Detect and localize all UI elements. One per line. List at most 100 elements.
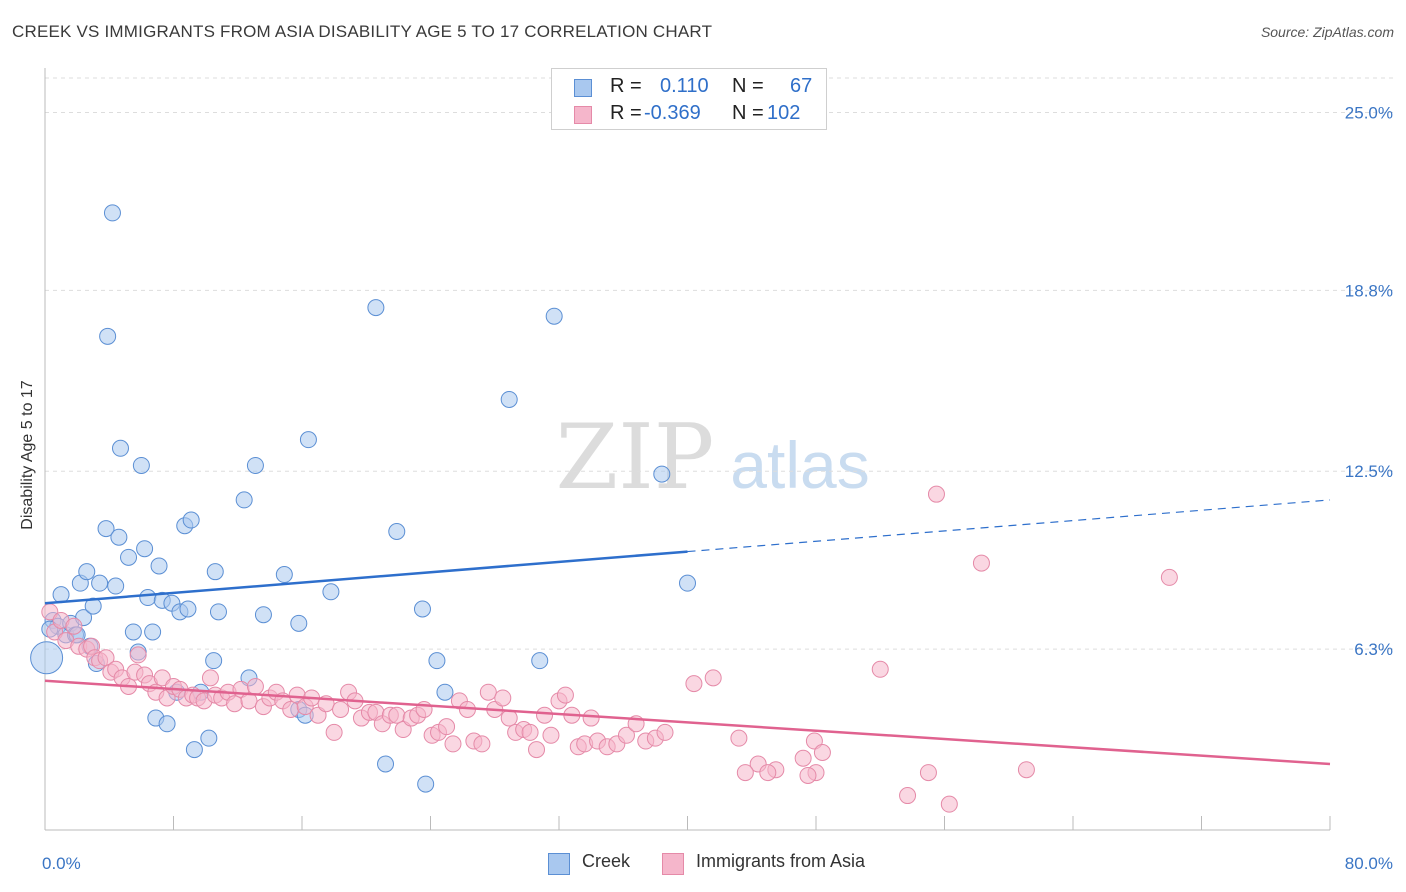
asia-point (730, 729, 748, 747)
asia-point (899, 787, 917, 805)
creek-point (653, 465, 671, 483)
asia-point (927, 485, 945, 503)
x-tick-label: 80.0% (1345, 854, 1393, 873)
asia-n-label: N = (732, 102, 764, 124)
asia-swatch (574, 106, 592, 124)
creek-point (103, 204, 121, 222)
creek-point (209, 603, 227, 621)
creek-point (120, 548, 138, 566)
asia-point (438, 718, 456, 736)
creek-point (367, 299, 385, 317)
asia-point (479, 683, 497, 701)
creek-point (139, 589, 157, 607)
creek-point (185, 741, 203, 759)
creek-point (136, 540, 154, 558)
asia-point (494, 689, 512, 707)
asia-point (444, 735, 462, 753)
asia-point (129, 646, 147, 664)
asia-point (813, 744, 831, 762)
asia-r-value: -0.369 (644, 102, 701, 124)
creek-point (158, 715, 176, 733)
creek-point (182, 511, 200, 529)
asia-trend-line (44, 679, 1331, 766)
watermark-atlas: atlas (730, 428, 869, 502)
asia-point (473, 735, 491, 753)
creek-point (500, 390, 518, 408)
asia-legend-label: Immigrants from Asia (696, 851, 866, 871)
creek-point (531, 652, 549, 670)
asia-point (919, 764, 937, 782)
creek-point (377, 755, 395, 773)
creek-legend-label: Creek (582, 851, 631, 871)
creek-point (246, 456, 264, 474)
creek-n-label: N = (732, 75, 764, 97)
creek-point (179, 600, 197, 618)
creek-legend-swatch (548, 853, 570, 875)
asia-point (940, 795, 958, 813)
creek-point (322, 583, 340, 601)
creek-point (99, 327, 117, 345)
creek-point (413, 600, 431, 618)
creek-swatch (574, 79, 592, 97)
asia-point (528, 741, 546, 759)
asia-point (685, 675, 703, 693)
creek-point (132, 456, 150, 474)
correlation-legend: R = 0.110 N = 67 R = -0.369 N = 102 (551, 68, 827, 130)
creek-point (254, 606, 272, 624)
creek-r-value: 0.110 (660, 75, 709, 97)
asia-point (332, 700, 350, 718)
creek-point (235, 491, 253, 509)
creek-n-value: 67 (790, 75, 813, 97)
creek-point (417, 775, 435, 793)
creek-point (205, 652, 223, 670)
asia-point (542, 726, 560, 744)
source-label: Source: ZipAtlas.com (1260, 24, 1394, 40)
creek-point (428, 652, 446, 670)
asia-point (617, 726, 635, 744)
creek-point (679, 574, 696, 592)
x-tick-label: 0.0% (42, 854, 81, 873)
creek-point (436, 683, 454, 701)
creek-point (275, 566, 293, 584)
asia-point (153, 669, 171, 687)
asia-point (226, 695, 244, 713)
y-tick-label: 6.3% (1354, 640, 1393, 659)
creek-point (107, 577, 125, 595)
asia-point (536, 706, 554, 724)
y-tick-label: 18.8% (1345, 281, 1393, 300)
creek-point (545, 307, 563, 325)
asia-point (799, 766, 817, 784)
asia-point (282, 700, 300, 718)
creek-point (30, 641, 64, 675)
creek-point (110, 528, 128, 546)
asia-point (759, 764, 777, 782)
asia-n-value: 102 (767, 102, 801, 124)
creek-point (52, 586, 70, 604)
asia-point (972, 554, 990, 572)
creek-point (206, 563, 224, 581)
creek-point (97, 520, 115, 538)
asia-point (656, 723, 674, 741)
asia-point (1160, 568, 1178, 586)
creek-point (91, 574, 109, 592)
creek-r-label: R = (610, 75, 642, 97)
asia-point (556, 686, 574, 704)
creek-point (144, 623, 162, 641)
y-tick-label: 12.5% (1345, 462, 1393, 481)
asia-point (582, 709, 600, 727)
creek-point (299, 431, 317, 449)
creek-point (124, 623, 142, 641)
creek-point (388, 522, 406, 540)
creek-trend-line (44, 550, 688, 605)
asia-point (201, 669, 219, 687)
asia-point (794, 749, 812, 767)
asia-point (1017, 761, 1035, 779)
creek-trend-extension (687, 499, 1331, 553)
creek-point (78, 563, 96, 581)
creek-point (84, 597, 102, 615)
asia-point (65, 617, 83, 635)
creek-point (150, 557, 168, 575)
watermark-zip: ZIP (556, 405, 715, 510)
y-tick-label: 25.0% (1345, 103, 1393, 122)
